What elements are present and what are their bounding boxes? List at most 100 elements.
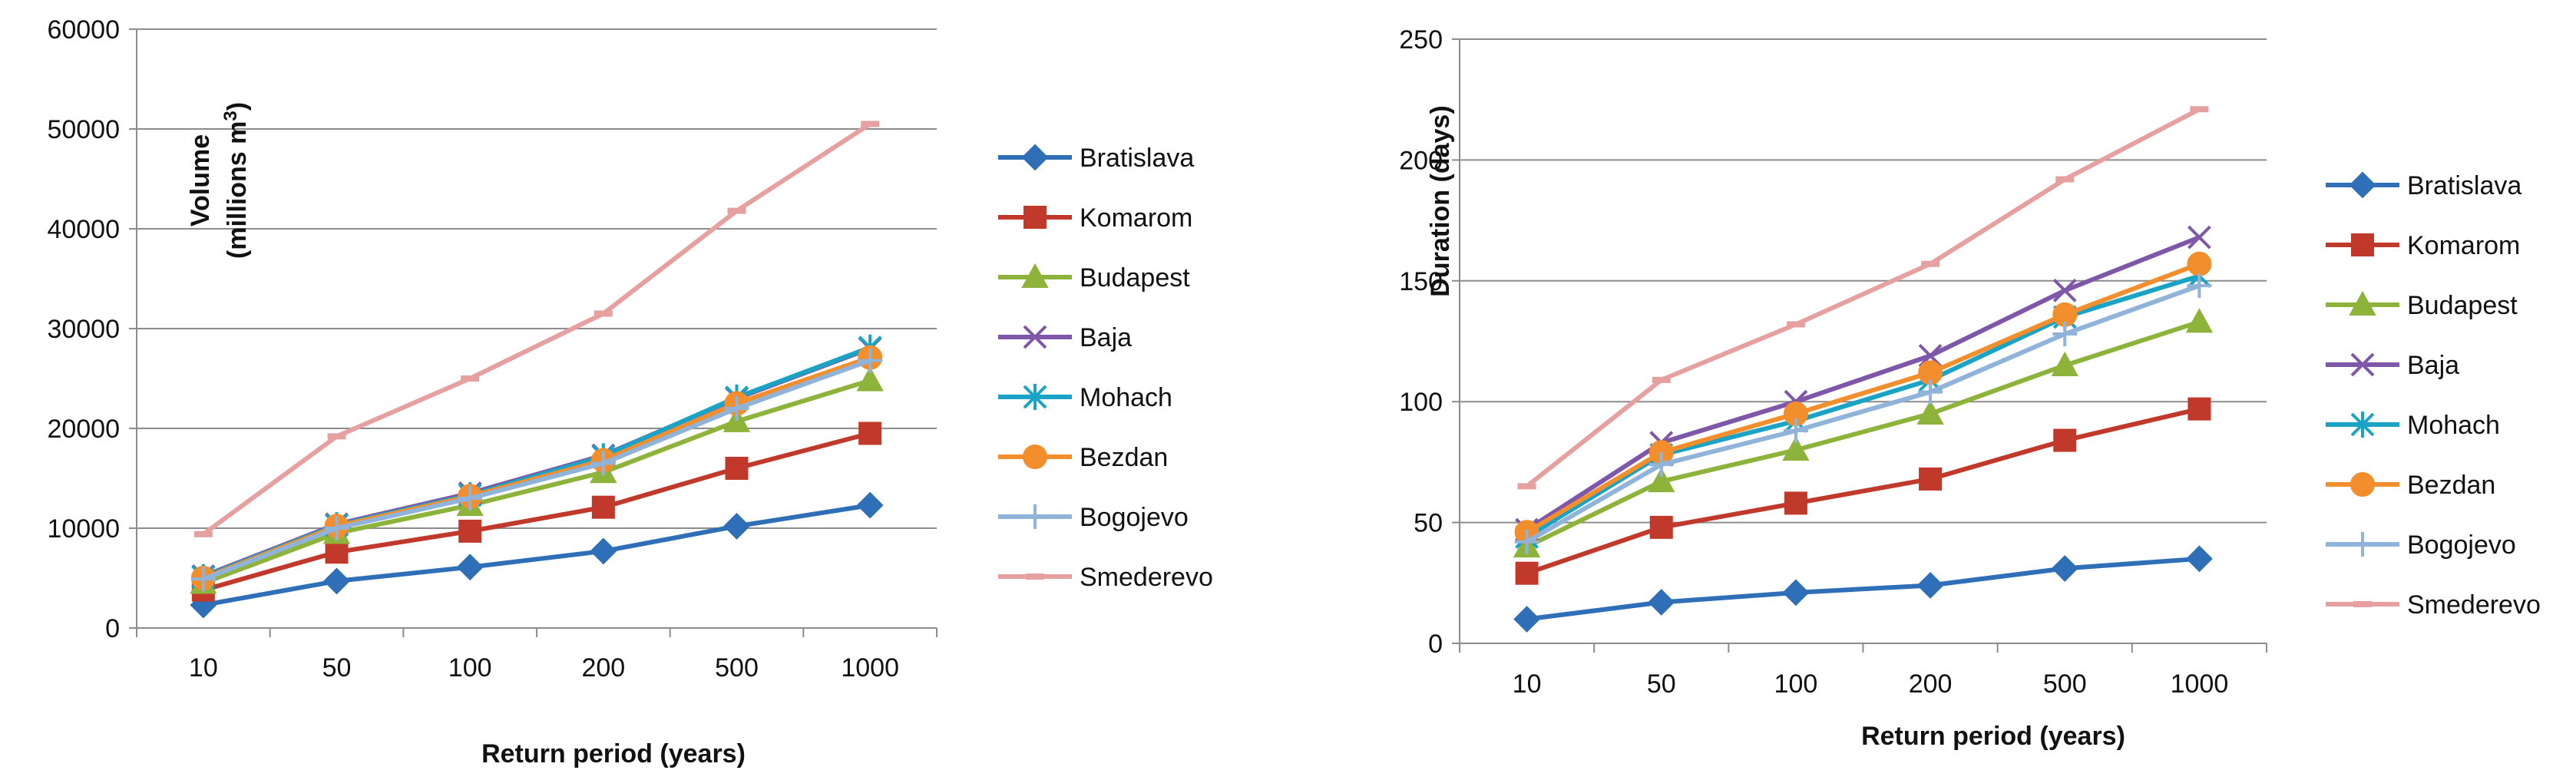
- series-line: [1526, 261, 2201, 534]
- x-tick-label: 100: [1774, 669, 1818, 699]
- data-point: [1652, 376, 1671, 383]
- data-point: [324, 516, 349, 540]
- legend-item: Bezdan: [998, 443, 1168, 472]
- x-tick-label: 500: [715, 653, 759, 682]
- legend-label: Smederevo: [2407, 590, 2541, 620]
- legend-marker: [2350, 532, 2375, 557]
- legend-label: Bogojevo: [2407, 530, 2516, 560]
- legend-item: Smederevo: [2326, 590, 2541, 620]
- data-point: [1515, 561, 1539, 585]
- x-tick-label: 500: [2043, 669, 2087, 699]
- legend-marker: [2350, 472, 2375, 497]
- legend-marker: [2350, 352, 2375, 377]
- y-tick-label: 0: [1428, 630, 1443, 659]
- data-point: [327, 433, 346, 440]
- data-point: [2186, 545, 2213, 573]
- data-point: [1918, 379, 1943, 405]
- data-point: [1517, 483, 1536, 490]
- y-tick-label: 30000: [47, 315, 120, 344]
- legend-label: Mohach: [1080, 383, 1172, 412]
- legend-label: Komarom: [1080, 203, 1192, 233]
- y-axis-title: Volume: [186, 134, 215, 226]
- x-tick-labels: 10 50 100 200 500 1000: [136, 628, 937, 682]
- legend-item: Bratislava: [998, 144, 1194, 173]
- legend-item: Baja: [998, 323, 1132, 352]
- y-tick-label: 50: [1414, 509, 1443, 538]
- series-line: [1526, 406, 2201, 576]
- data-point: [591, 495, 615, 519]
- data-point: [2051, 554, 2078, 582]
- series-bogojevo: [190, 348, 883, 592]
- legend: Bratislava Komarom Budapest Baja Mohach Bezda…: [2326, 171, 2541, 620]
- data-point: [190, 567, 216, 592]
- y-tick-label: 200: [1399, 146, 1443, 175]
- y-axis-title: Duration (days): [1426, 105, 1455, 296]
- data-point: [2052, 278, 2077, 302]
- data-point: [2053, 428, 2077, 452]
- legend-label: Mohach: [2407, 411, 2500, 440]
- series-komarom: [191, 421, 882, 602]
- data-point: [458, 519, 482, 543]
- series-smederevo: [1517, 106, 2209, 490]
- data-point: [458, 486, 483, 511]
- data-point: [456, 554, 484, 581]
- data-point: [1782, 579, 1810, 606]
- legend-item: Bratislava: [2326, 171, 2521, 200]
- data-point: [1783, 418, 1808, 443]
- y-tick-label: 150: [1399, 267, 1443, 296]
- data-point: [1513, 606, 1540, 633]
- y-axis-units-superscript: 3: [220, 111, 241, 121]
- data-point: [2187, 251, 2212, 276]
- y-tick-label: 10000: [47, 514, 120, 544]
- series-komarom: [1515, 397, 2211, 585]
- data-point: [1514, 529, 1539, 554]
- data-point: [1916, 572, 1944, 599]
- y-tick-labels: 0 50 100 150 200 250: [1399, 25, 1443, 659]
- y-axis-units-close: ): [223, 102, 252, 111]
- gridlines: [129, 28, 937, 629]
- data-point: [1784, 491, 1807, 515]
- legend-item: Mohach: [998, 383, 1172, 412]
- data-point: [725, 457, 749, 480]
- series-line: [1525, 107, 2201, 488]
- x-axis-title: Return period (years): [481, 739, 746, 768]
- series-line: [202, 358, 871, 582]
- data-point: [2190, 106, 2209, 113]
- legend-marker: [1021, 263, 1049, 288]
- data-point: [323, 567, 350, 595]
- data-point: [1919, 467, 1943, 491]
- legend-marker: [2351, 233, 2374, 256]
- y-tick-label: 40000: [47, 215, 120, 244]
- data-point: [1649, 515, 1673, 539]
- data-point: [2051, 351, 2078, 376]
- series-line: [1526, 283, 2201, 544]
- data-point: [2187, 225, 2211, 250]
- data-point: [724, 396, 749, 421]
- series-line: [202, 378, 871, 586]
- legend-label: Smederevo: [1080, 563, 1213, 592]
- series-smederevo: [193, 121, 880, 537]
- series-line: [1525, 235, 2201, 532]
- data-point: [856, 491, 884, 519]
- data-point: [858, 421, 882, 445]
- data-point: [861, 121, 880, 127]
- data-point: [1782, 436, 1810, 461]
- series-line: [1526, 273, 2201, 540]
- legend-label: Komarom: [2407, 231, 2520, 260]
- legend-label: Baja: [1080, 323, 1132, 352]
- legend: Bratislava Komarom Budapest Baja Mohach Bezda…: [998, 144, 1213, 592]
- data-point: [590, 451, 616, 476]
- data-point: [590, 537, 617, 565]
- data-point: [2185, 308, 2214, 333]
- series-line: [202, 121, 871, 537]
- legend-label: Bogojevo: [1080, 503, 1189, 532]
- legend-item: Bogojevo: [2326, 530, 2516, 560]
- y-tick-label: 50000: [47, 115, 120, 144]
- legend-marker: [1023, 206, 1047, 229]
- x-tick-label: 1000: [2171, 669, 2229, 699]
- legend-label: Budapest: [2407, 291, 2518, 320]
- legend-label: Bratislava: [2407, 171, 2521, 200]
- legend-item: Baja: [2326, 351, 2459, 380]
- y-tick-label: 60000: [47, 15, 120, 45]
- data-point: [325, 540, 349, 564]
